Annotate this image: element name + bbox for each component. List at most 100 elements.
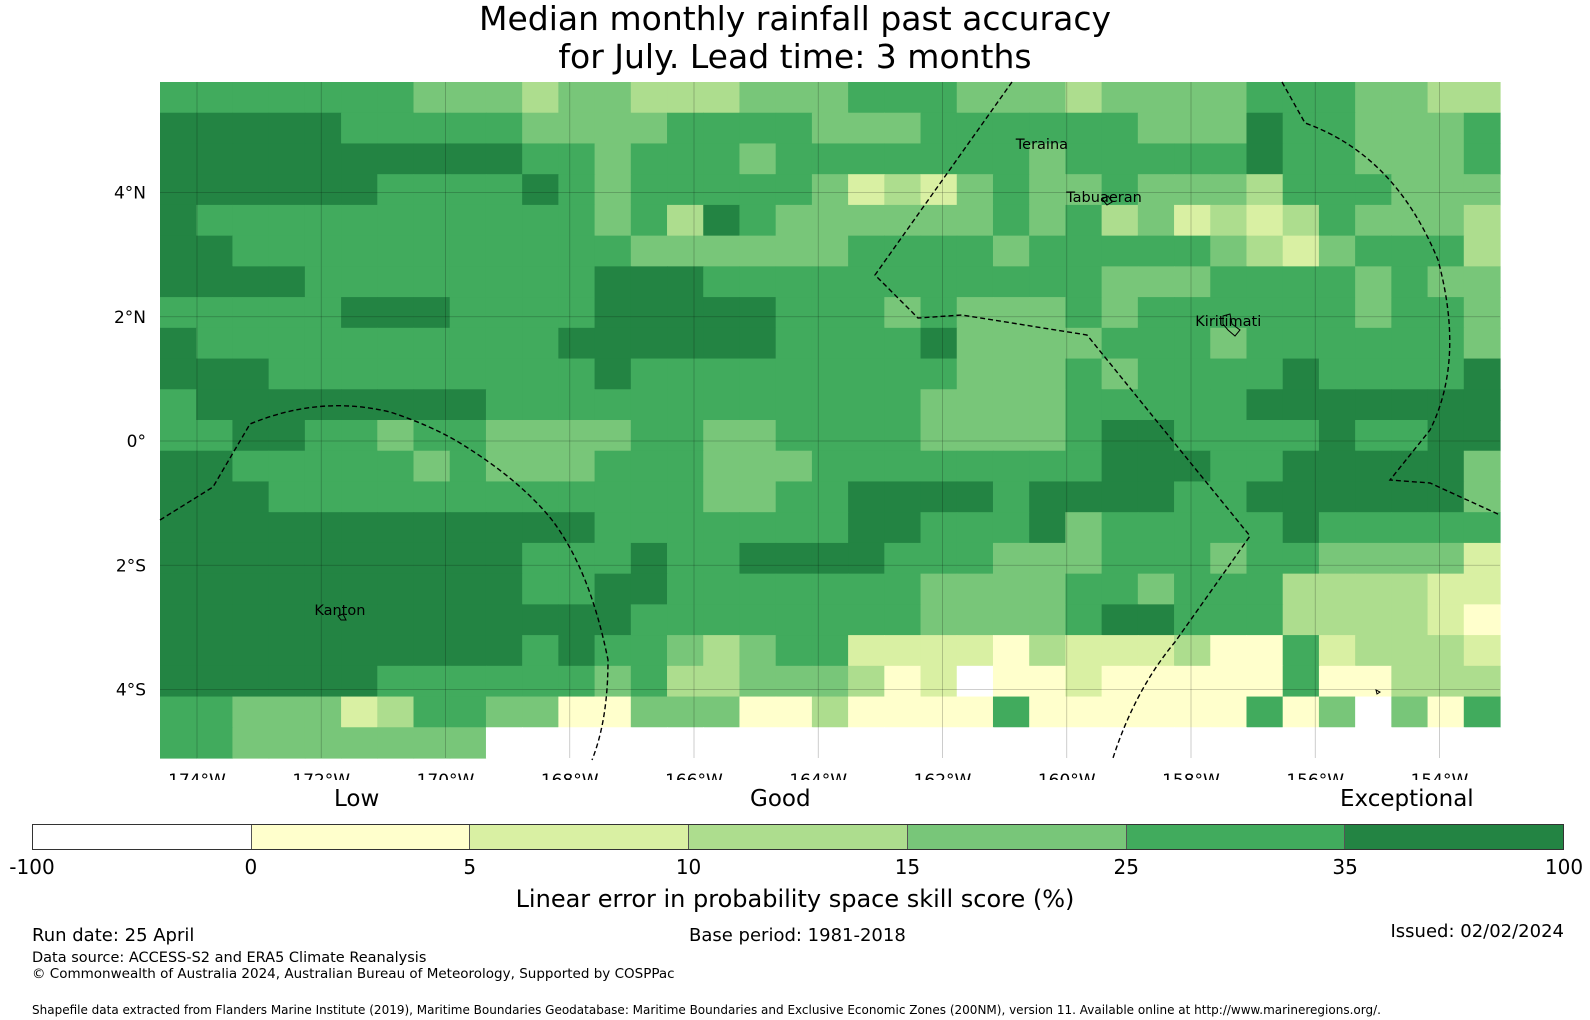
grid-cell xyxy=(1246,696,1284,728)
place-labels: Teraina Tabuaeran Kiritimati Kanton xyxy=(314,137,1261,619)
grid-cell xyxy=(196,665,234,698)
grid-cell xyxy=(956,604,994,636)
grid-cell xyxy=(667,420,704,452)
grid-cell xyxy=(341,327,378,360)
colorbar-tick-label: -100 xyxy=(9,855,55,879)
grid-cell xyxy=(449,420,487,452)
grid-cell xyxy=(811,297,849,329)
grid-cell xyxy=(1101,420,1139,452)
grid-cell xyxy=(811,82,849,114)
grid-cell xyxy=(992,481,1030,513)
grid-cell xyxy=(558,204,596,237)
grid-cell xyxy=(304,696,342,728)
grid-cell xyxy=(1427,573,1465,605)
grid-cell xyxy=(1137,665,1175,698)
grid-cell xyxy=(920,358,958,390)
grid-cell xyxy=(377,266,415,298)
grid-cell xyxy=(1210,542,1248,575)
grid-cell xyxy=(1137,512,1175,544)
colorbar-tick-label: 10 xyxy=(675,855,702,879)
grid-cell xyxy=(522,174,559,206)
grid-cell xyxy=(848,450,885,483)
copyright: © Commonwealth of Australia 2024, Austra… xyxy=(32,966,675,982)
grid-cell xyxy=(1210,573,1248,605)
grid-cell xyxy=(703,727,741,759)
grid-cell xyxy=(1101,358,1139,390)
grid-cell xyxy=(196,327,234,360)
grid-cell xyxy=(522,635,559,667)
grid-cell xyxy=(1065,604,1103,636)
grid-cell xyxy=(884,204,922,237)
grid-cell xyxy=(1427,512,1465,544)
grid-cell xyxy=(232,573,270,605)
grid-cell xyxy=(232,420,270,452)
grid-cell xyxy=(1101,266,1139,298)
grid-cell xyxy=(449,604,487,636)
grid-cell xyxy=(522,573,559,605)
grid-cell xyxy=(920,266,958,298)
grid-cell xyxy=(377,665,415,698)
grid-cell xyxy=(1101,389,1139,421)
grid-cell xyxy=(1318,542,1356,575)
grid-cell xyxy=(992,389,1030,421)
grid-cell xyxy=(1318,389,1356,421)
latitude-tick-labels: 4°N 2°N 0° 2°S 4°S xyxy=(114,184,146,701)
grid-cell xyxy=(341,420,378,452)
colorbar-segment xyxy=(469,825,689,849)
grid-cell xyxy=(1174,327,1211,360)
grid-cell xyxy=(920,450,958,483)
grid-cell xyxy=(1137,266,1175,298)
grid-cell xyxy=(160,604,197,636)
grid-cell xyxy=(667,204,704,237)
grid-cell xyxy=(739,174,777,206)
grid-cell xyxy=(1065,512,1103,544)
grid-cell xyxy=(848,542,885,575)
grid-cell xyxy=(739,297,777,329)
grid-cell xyxy=(449,204,487,237)
grid-cell xyxy=(413,696,451,728)
grid-cell xyxy=(703,696,741,728)
grid-cell xyxy=(1029,235,1067,267)
grid-cell xyxy=(884,82,922,114)
grid-cell xyxy=(1065,174,1103,206)
grid-cell xyxy=(630,604,668,636)
grid-cell xyxy=(1427,696,1465,728)
grid-cell xyxy=(1029,573,1067,605)
grid-cell xyxy=(160,297,197,329)
grid-cell xyxy=(413,604,451,636)
grid-cell xyxy=(1355,389,1392,421)
grid-cell xyxy=(268,143,306,175)
colorbar-segment xyxy=(33,825,251,849)
grid-cell xyxy=(848,573,885,605)
grid-cell xyxy=(1029,327,1067,360)
grid-cell xyxy=(1029,389,1067,421)
grid-cell xyxy=(594,112,632,145)
grid-cell xyxy=(558,573,596,605)
grid-cell xyxy=(848,696,885,728)
grid-cell xyxy=(413,665,451,698)
grid-cell xyxy=(811,143,849,175)
grid-cell xyxy=(1029,358,1067,390)
grid-cell xyxy=(703,420,741,452)
grid-cell xyxy=(1427,143,1465,175)
grid-cell xyxy=(1391,327,1429,360)
grid-cell xyxy=(341,266,378,298)
grid-cell xyxy=(558,665,596,698)
grid-cell xyxy=(413,481,451,513)
grid-cell xyxy=(160,727,197,759)
grid-cell xyxy=(449,112,487,145)
grid-cell xyxy=(485,512,523,544)
grid-cell xyxy=(449,727,487,759)
grid-cell xyxy=(703,204,741,237)
grid-cell xyxy=(449,297,487,329)
grid-cell xyxy=(413,389,451,421)
grid-cell xyxy=(775,696,813,728)
grid-cell xyxy=(304,82,342,114)
grid-cell xyxy=(667,327,704,360)
grid-cell xyxy=(1355,204,1392,237)
grid-cell xyxy=(594,542,632,575)
grid-cell xyxy=(1427,727,1465,759)
grid-cell xyxy=(558,420,596,452)
grid-cell xyxy=(594,696,632,728)
grid-cell xyxy=(196,573,234,605)
